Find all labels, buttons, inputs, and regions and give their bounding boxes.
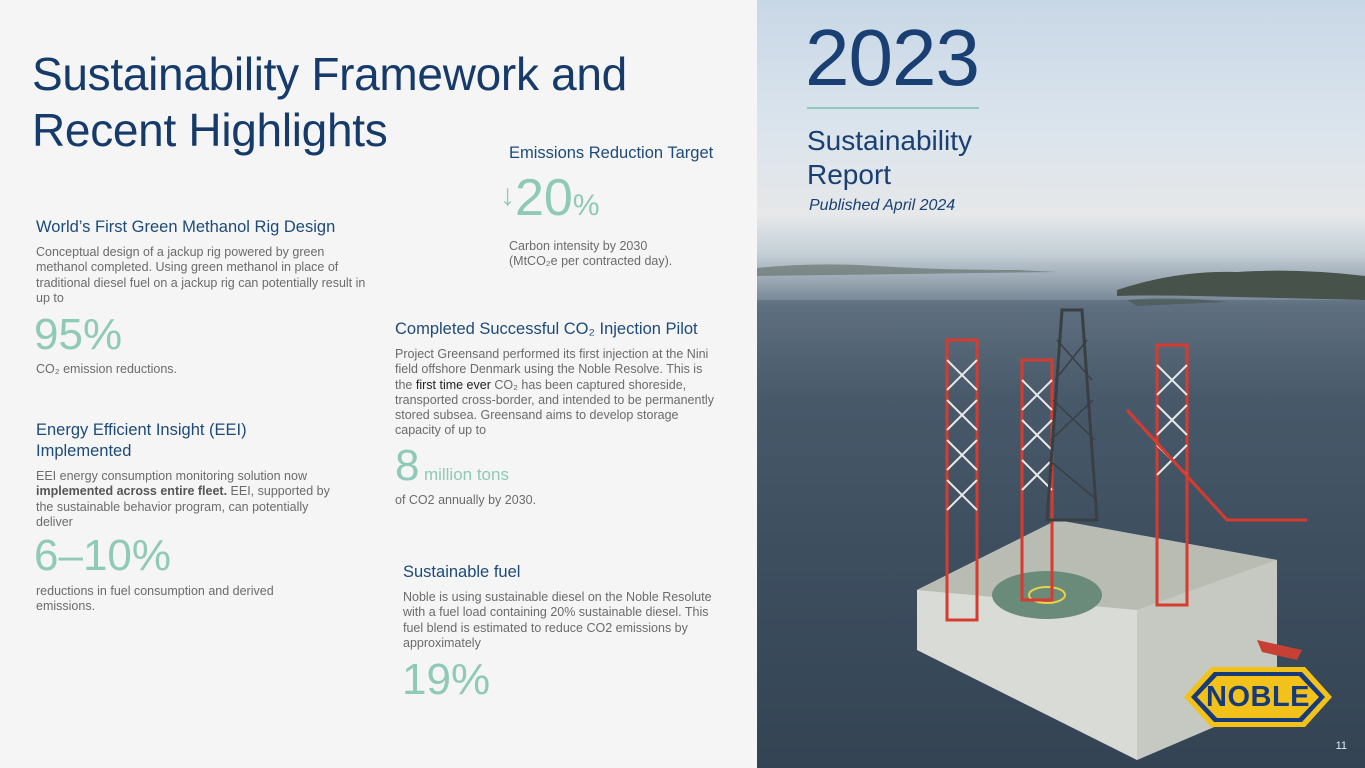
fuel-heading: Sustainable fuel [403, 563, 521, 581]
eei-body-post: EEI, supported by the sustainable behavi… [36, 484, 330, 529]
noble-logo: NOBLE [1181, 664, 1335, 730]
report-cover-photo: 2023 Sustainability Report Published Apr… [757, 0, 1365, 768]
co2-body-post: CO₂ has been captured shoreside, transpo… [395, 377, 714, 438]
co2-value-group: 8 million tons [395, 442, 509, 490]
noble-logo-text: NOBLE [1206, 681, 1310, 713]
co2-value: 8 [395, 441, 420, 490]
seascape-illustration [757, 264, 1365, 768]
emissions-unit: % [572, 189, 600, 222]
published-date: Published April 2024 [809, 197, 956, 214]
co2-caption: of CO2 annually by 2030. [395, 493, 537, 507]
report-label: Sustainability Report [807, 124, 972, 192]
emissions-value-group: ↓20% [500, 172, 600, 230]
co2-heading: Completed Successful CO₂ Injection Pilot [395, 320, 698, 338]
methanol-value: 95% [34, 310, 123, 359]
down-arrow-icon: ↓ [500, 179, 515, 212]
methanol-body: Conceptual design of a jackup rig powere… [36, 245, 366, 305]
title-line-1: Sustainability Framework and [32, 48, 627, 100]
emissions-caption-line1: Carbon intensity by 2030 [509, 239, 648, 253]
eei-heading: Energy Efficient Insight (EEI) Implement… [36, 421, 247, 460]
emissions-heading: Emissions Reduction Target [509, 144, 714, 162]
fuel-value: 19% [402, 655, 491, 704]
page-number: 11 [1335, 740, 1347, 752]
title-line-2: Recent Highlights [32, 104, 388, 156]
co2-body-highlight: first time ever [415, 377, 491, 392]
report-label-line1: Sustainability [807, 125, 972, 156]
report-label-line2: Report [807, 159, 892, 190]
co2-body: Project Greensand performed its first in… [395, 347, 720, 439]
eei-value: 6–10% [34, 531, 172, 580]
eei-body-pre: EEI energy consumption monitoring soluti… [36, 469, 307, 483]
co2-unit: million tons [423, 465, 509, 484]
page-title: Sustainability Framework and Recent High… [32, 46, 712, 158]
eei-body-bold: implemented across entire fleet. [36, 484, 228, 499]
report-divider [807, 107, 979, 109]
emissions-value: 20 [515, 169, 573, 227]
eei-body: EEI energy consumption monitoring soluti… [36, 469, 346, 530]
noble-logo-badge-icon [1184, 667, 1332, 727]
report-year: 2023 [805, 13, 980, 102]
methanol-heading: World’s First Green Methanol Rig Design [36, 218, 336, 236]
methanol-caption: CO₂ emission reductions. [36, 362, 178, 376]
fuel-body: Noble is using sustainable diesel on the… [403, 590, 712, 650]
emissions-caption: Carbon intensity by 2030 (MtCO₂e per con… [509, 239, 749, 270]
co2-body-pre: Project Greensand performed its first in… [395, 347, 709, 392]
eei-caption: reductions in fuel consumption and deriv… [36, 584, 274, 614]
emissions-caption-line2: (MtCO₂e per contracted day). [509, 254, 673, 269]
